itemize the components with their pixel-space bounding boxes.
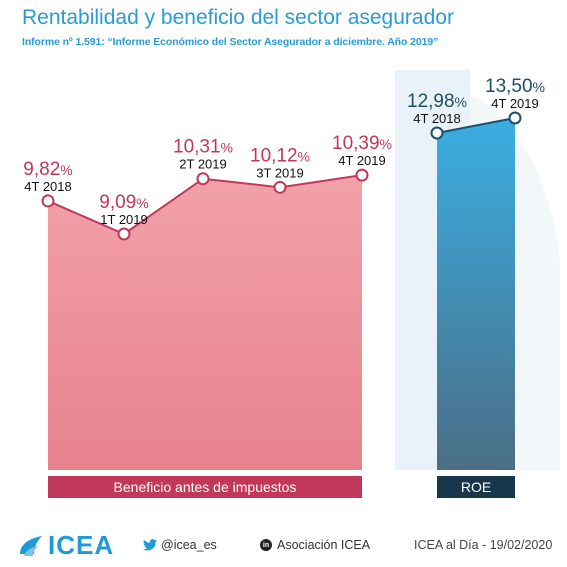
roe-value-label: 12,98% [407,91,467,112]
linkedin-name: Asociación ICEA [277,538,371,552]
roe-legend-bar [437,476,515,498]
chart-title: Rentabilidad y beneficio del sector aseg… [22,6,454,29]
beneficio-legend-label: Beneficio antes de impuestos [114,479,297,495]
roe-point [430,126,444,140]
beneficio-value-label: 9,82% [23,159,72,180]
roe-legend-label: ROE [461,479,491,495]
roe-area [437,118,515,470]
beneficio-value-label: 10,39% [332,133,392,154]
beneficio-value-label: 10,12% [250,145,310,166]
logo-text: ICEA [48,530,115,560]
footer: ICEA @icea_es in Asociación ICEA ICEA al… [0,522,567,567]
beneficio-point [41,194,55,208]
twitter-handle: @icea_es [161,538,217,552]
beneficio-period-label: 3T 2019 [256,165,303,180]
roe-line [436,117,516,134]
linkedin-link[interactable]: in Asociación ICEA [260,538,370,552]
beneficio-point [273,180,287,194]
chart-subtitle: Informe nº 1.591: “Informe Económico del… [22,36,439,48]
beneficio-period-label: 4T 2018 [24,179,71,194]
beneficio-point [117,227,131,241]
twitter-icon [143,539,157,551]
beneficio-value-label: 10,31% [173,137,233,158]
beneficio-value-label: 9,09% [99,192,148,213]
beneficio-legend-bar [48,476,362,498]
twitter-link[interactable]: @icea_es [143,538,217,552]
linkedin-icon: in [260,539,272,551]
icea-drop-icon [20,535,42,556]
roe-value-label: 13,50% [485,76,545,97]
beneficio-period-label: 4T 2019 [338,153,385,168]
roe-period-label: 4T 2018 [413,111,460,126]
beneficio-period-label: 1T 2019 [100,212,147,227]
roe-point [508,111,522,125]
beneficio-area [48,175,362,471]
publication-date: ICEA al Día - 19/02/2020 [414,538,553,552]
beneficio-point [355,168,369,182]
beneficio-period-label: 2T 2019 [179,157,226,172]
icea-logo: ICEA [16,530,114,561]
beneficio-point [196,172,210,186]
roe-period-label: 4T 2019 [491,96,538,111]
